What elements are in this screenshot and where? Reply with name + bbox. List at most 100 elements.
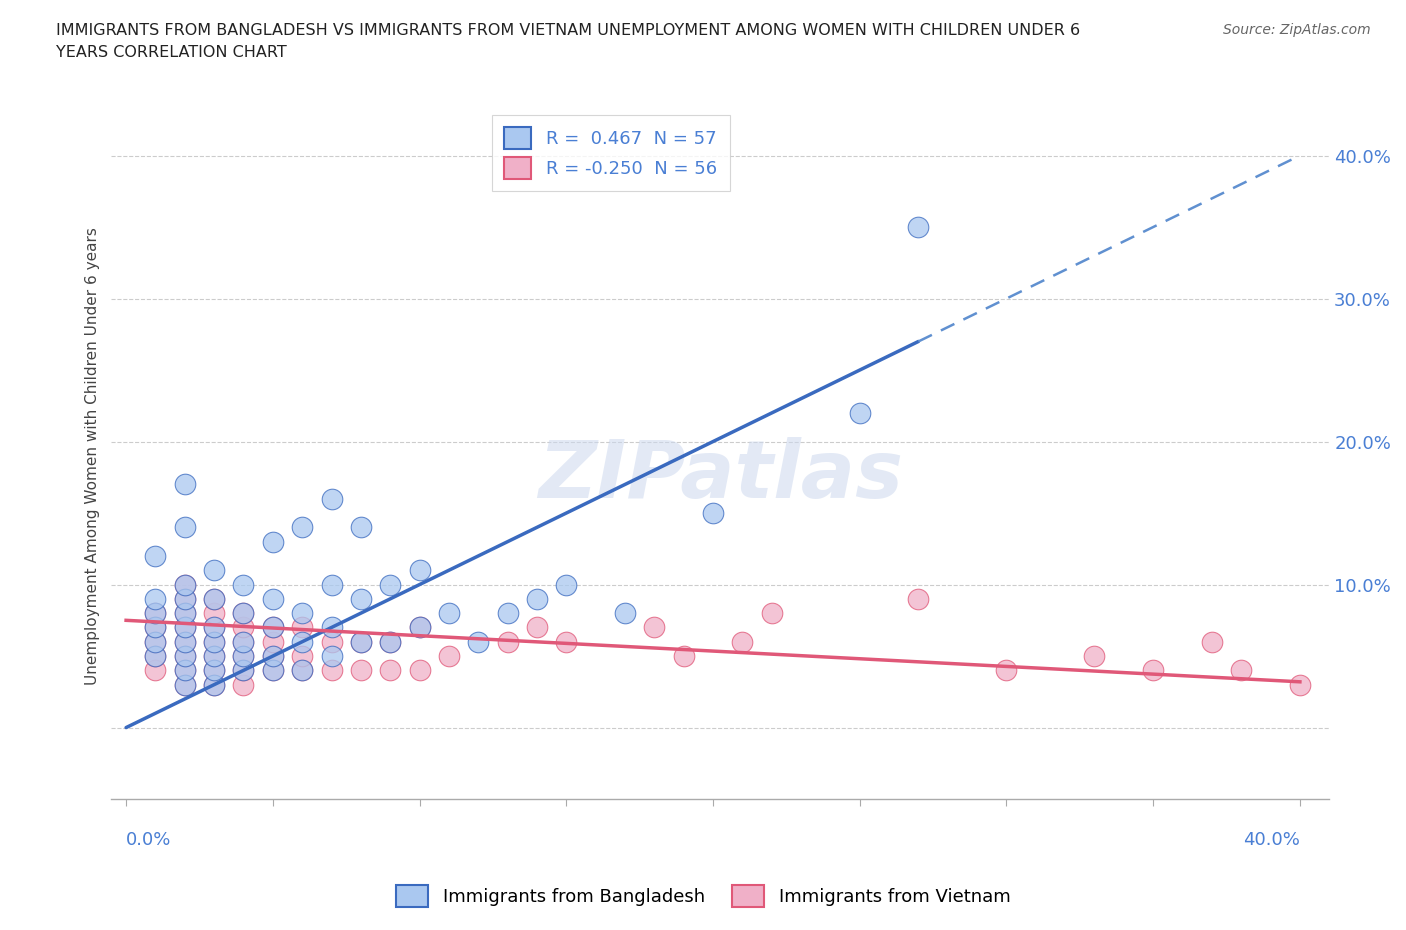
Point [291, 520, 314, 535]
Point [262, 663, 284, 678]
Point [232, 605, 254, 620]
Point [496, 605, 519, 620]
Point [907, 219, 929, 234]
Point [1142, 663, 1164, 678]
Point [291, 663, 314, 678]
Point [202, 663, 225, 678]
Point [232, 663, 254, 678]
Point [350, 634, 373, 649]
Point [291, 634, 314, 649]
Point [437, 605, 460, 620]
Point [145, 620, 167, 635]
Point [202, 591, 225, 606]
Point [232, 634, 254, 649]
Point [555, 578, 578, 592]
Point [232, 605, 254, 620]
Y-axis label: Unemployment Among Women with Children Under 6 years: Unemployment Among Women with Children U… [86, 227, 100, 684]
Point [291, 663, 314, 678]
Point [202, 591, 225, 606]
Point [173, 605, 195, 620]
Point [1083, 648, 1105, 663]
Text: ZIPatlas: ZIPatlas [538, 437, 903, 515]
Point [145, 620, 167, 635]
Point [145, 605, 167, 620]
Point [232, 634, 254, 649]
Point [408, 620, 430, 635]
Point [1289, 677, 1312, 692]
Point [173, 578, 195, 592]
Point [291, 620, 314, 635]
Point [380, 634, 402, 649]
Point [350, 591, 373, 606]
Point [291, 605, 314, 620]
Point [321, 578, 343, 592]
Text: IMMIGRANTS FROM BANGLADESH VS IMMIGRANTS FROM VIETNAM UNEMPLOYMENT AMONG WOMEN W: IMMIGRANTS FROM BANGLADESH VS IMMIGRANTS… [56, 23, 1080, 38]
Point [145, 634, 167, 649]
Point [496, 634, 519, 649]
Point [145, 634, 167, 649]
Point [173, 591, 195, 606]
Point [232, 663, 254, 678]
Point [145, 648, 167, 663]
Point [995, 663, 1018, 678]
Point [350, 634, 373, 649]
Point [232, 648, 254, 663]
Point [145, 605, 167, 620]
Text: Source: ZipAtlas.com: Source: ZipAtlas.com [1223, 23, 1371, 37]
Point [731, 634, 754, 649]
Point [202, 648, 225, 663]
Point [173, 620, 195, 635]
Point [350, 663, 373, 678]
Point [173, 591, 195, 606]
Point [848, 405, 870, 420]
Text: YEARS CORRELATION CHART: YEARS CORRELATION CHART [56, 45, 287, 60]
Point [380, 663, 402, 678]
Point [555, 634, 578, 649]
Point [613, 605, 636, 620]
Point [173, 648, 195, 663]
Point [262, 648, 284, 663]
Point [380, 578, 402, 592]
Point [173, 677, 195, 692]
Point [321, 491, 343, 506]
Point [145, 549, 167, 564]
Point [702, 506, 724, 521]
Legend: Immigrants from Bangladesh, Immigrants from Vietnam: Immigrants from Bangladesh, Immigrants f… [387, 876, 1019, 916]
Legend: R =  0.467  N = 57, R = -0.250  N = 56: R = 0.467 N = 57, R = -0.250 N = 56 [492, 114, 730, 192]
Point [262, 634, 284, 649]
Point [1201, 634, 1223, 649]
Point [380, 634, 402, 649]
Text: 0.0%: 0.0% [127, 830, 172, 848]
Point [173, 663, 195, 678]
Point [672, 648, 695, 663]
Point [202, 605, 225, 620]
Point [262, 663, 284, 678]
Point [262, 648, 284, 663]
Point [145, 591, 167, 606]
Point [1230, 663, 1253, 678]
Point [145, 663, 167, 678]
Point [202, 677, 225, 692]
Point [173, 605, 195, 620]
Point [202, 620, 225, 635]
Point [437, 648, 460, 663]
Point [173, 620, 195, 635]
Point [408, 663, 430, 678]
Point [145, 648, 167, 663]
Point [643, 620, 665, 635]
Point [408, 620, 430, 635]
Point [262, 534, 284, 549]
Point [467, 634, 489, 649]
Point [173, 677, 195, 692]
Point [173, 520, 195, 535]
Point [262, 620, 284, 635]
Point [202, 663, 225, 678]
Point [173, 648, 195, 663]
Point [202, 677, 225, 692]
Point [232, 648, 254, 663]
Point [526, 620, 548, 635]
Point [350, 520, 373, 535]
Point [232, 578, 254, 592]
Text: 40.0%: 40.0% [1243, 830, 1301, 848]
Point [761, 605, 783, 620]
